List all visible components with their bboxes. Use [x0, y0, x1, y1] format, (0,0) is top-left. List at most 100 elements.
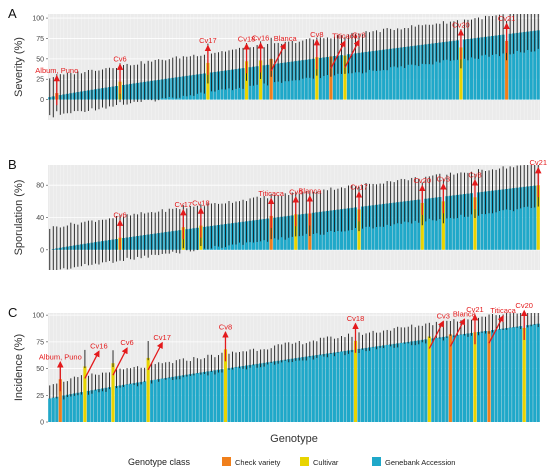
bar: [536, 323, 540, 422]
bar-cv20: [522, 327, 526, 422]
annotation-label: Cv6: [113, 211, 126, 220]
bar: [382, 203, 386, 250]
bar: [122, 384, 126, 422]
bar: [269, 361, 273, 422]
annotation-label: Cv8: [468, 170, 481, 179]
bar: [62, 395, 66, 422]
bar: [368, 347, 372, 422]
bar: [469, 332, 474, 422]
bar: [434, 43, 438, 100]
bar: [403, 47, 407, 100]
annotation-label: Album, Puno: [39, 352, 82, 361]
bar: [86, 390, 90, 422]
y-axis-label: Incidence (%): [13, 334, 25, 401]
bar: [526, 31, 530, 100]
bar: [360, 348, 365, 422]
bar: [406, 46, 410, 100]
bar-cv16: [83, 366, 87, 422]
bar: [431, 197, 435, 250]
bar: [315, 355, 319, 422]
bar: [346, 54, 351, 100]
bar: [417, 199, 421, 250]
bar: [368, 205, 372, 250]
bar: [494, 190, 498, 250]
bar-cv21: [536, 185, 540, 250]
bar: [157, 379, 161, 422]
bar: [100, 388, 105, 422]
bar: [339, 55, 343, 100]
y-tick-label: 100: [32, 16, 44, 23]
annotation-label: Titicaca: [332, 31, 358, 40]
bar: [346, 350, 351, 422]
bar: [371, 346, 375, 422]
bar: [350, 53, 354, 100]
bar: [491, 330, 495, 422]
bar: [178, 375, 182, 422]
bar: [241, 366, 245, 422]
bar: [378, 345, 382, 422]
bar: [107, 387, 112, 422]
bar: [188, 374, 192, 422]
bar: [150, 380, 154, 422]
plot-background: [48, 313, 540, 422]
bar: [353, 207, 358, 250]
annotation-label: Cv21: [498, 14, 516, 23]
bar: [308, 59, 312, 100]
bar: [399, 342, 403, 422]
bar: [406, 341, 410, 422]
annotation-label: Cv20: [452, 20, 470, 29]
bar: [519, 187, 523, 250]
bar: [164, 377, 168, 422]
bar: [118, 385, 122, 422]
bar: [357, 52, 361, 100]
annotation-label: Cv17: [175, 200, 193, 209]
bar: [424, 44, 428, 100]
bar: [392, 343, 396, 422]
bar: [476, 37, 481, 100]
bar: [51, 397, 55, 422]
bar: [533, 30, 537, 100]
bar: [375, 346, 379, 422]
bar: [350, 349, 354, 422]
bar: [427, 43, 431, 100]
bar: [431, 43, 435, 100]
bar: [501, 328, 505, 422]
bar: [529, 324, 533, 422]
bar: [410, 341, 414, 422]
bar: [181, 375, 185, 422]
y-tick-label: 0: [40, 420, 44, 427]
bar: [399, 201, 403, 250]
annotation-arrow: [488, 315, 504, 344]
bar: [195, 373, 199, 422]
bar: [526, 186, 530, 250]
bar: [505, 328, 509, 422]
bar: [167, 377, 171, 422]
bar: [445, 336, 449, 422]
bar: [392, 202, 396, 250]
bar: [153, 379, 157, 422]
bar: [364, 206, 368, 250]
bar: [325, 353, 329, 422]
annotation-label: Cv3: [437, 312, 450, 321]
annotation-label: Blanca: [453, 309, 477, 318]
bar: [469, 38, 474, 100]
y-tick-label: 100: [32, 313, 44, 320]
bar: [452, 335, 456, 422]
bar-cv20: [459, 47, 463, 100]
annotation-arrow: [344, 39, 360, 68]
bar: [287, 359, 291, 422]
bar: [273, 361, 277, 422]
bar: [410, 200, 414, 250]
bar: [276, 360, 280, 422]
bar: [533, 185, 537, 250]
bar: [375, 204, 379, 250]
annotation-label: Blanca: [274, 34, 298, 43]
y-tick-label: 80: [36, 183, 44, 190]
legend-label-check: Check variety: [235, 458, 281, 467]
bar: [290, 61, 294, 100]
panel-a: 0 25 50 75 100 Severity (%) A Album, Puno Cv6 Cv1…: [8, 6, 540, 120]
bar: [505, 188, 509, 250]
bar: [483, 36, 488, 100]
bar: [294, 61, 298, 100]
